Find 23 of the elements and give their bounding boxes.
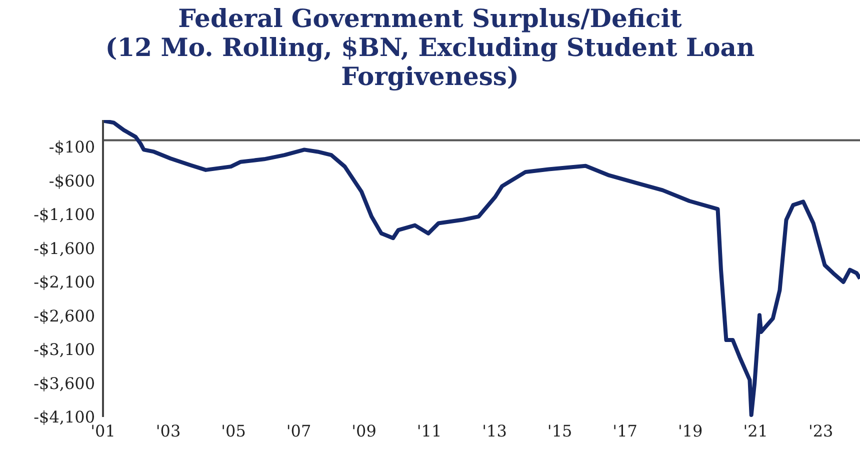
x-tick-label: '23 — [808, 421, 834, 440]
x-tick-label: '13 — [482, 421, 507, 440]
x-tick-label: '03 — [156, 421, 181, 440]
x-tick-label: '11 — [416, 421, 442, 440]
x-tick-label: '07 — [286, 421, 312, 440]
x-tick-label: '05 — [221, 421, 246, 440]
y-tick-label: -$4,100 — [34, 408, 95, 427]
y-tick-label: -$600 — [48, 171, 95, 190]
chart-subtitle: (12 Mo. Rolling, $BN, Excluding Student Loan Forgiveness) — [104, 33, 756, 91]
line-series — [103, 120, 860, 417]
x-tick-label: '09 — [352, 421, 376, 440]
y-tick-label: -$100 — [48, 138, 95, 157]
y-tick-label: -$2,100 — [34, 272, 95, 292]
y-tick-label: -$2,600 — [34, 306, 95, 326]
x-tick-label: '15 — [547, 421, 572, 440]
y-tick-label: -$3,600 — [34, 374, 95, 393]
x-tick-label: '19 — [678, 421, 703, 440]
x-tick-label: '21 — [743, 421, 768, 440]
y-tick-label: -$1,100 — [34, 205, 95, 224]
x-tick-label: '17 — [612, 421, 638, 440]
y-tick-label: -$1,600 — [34, 238, 95, 258]
y-tick-label: -$3,100 — [34, 340, 95, 360]
chart-title: Federal Government Surplus/Deficit — [177, 4, 683, 33]
